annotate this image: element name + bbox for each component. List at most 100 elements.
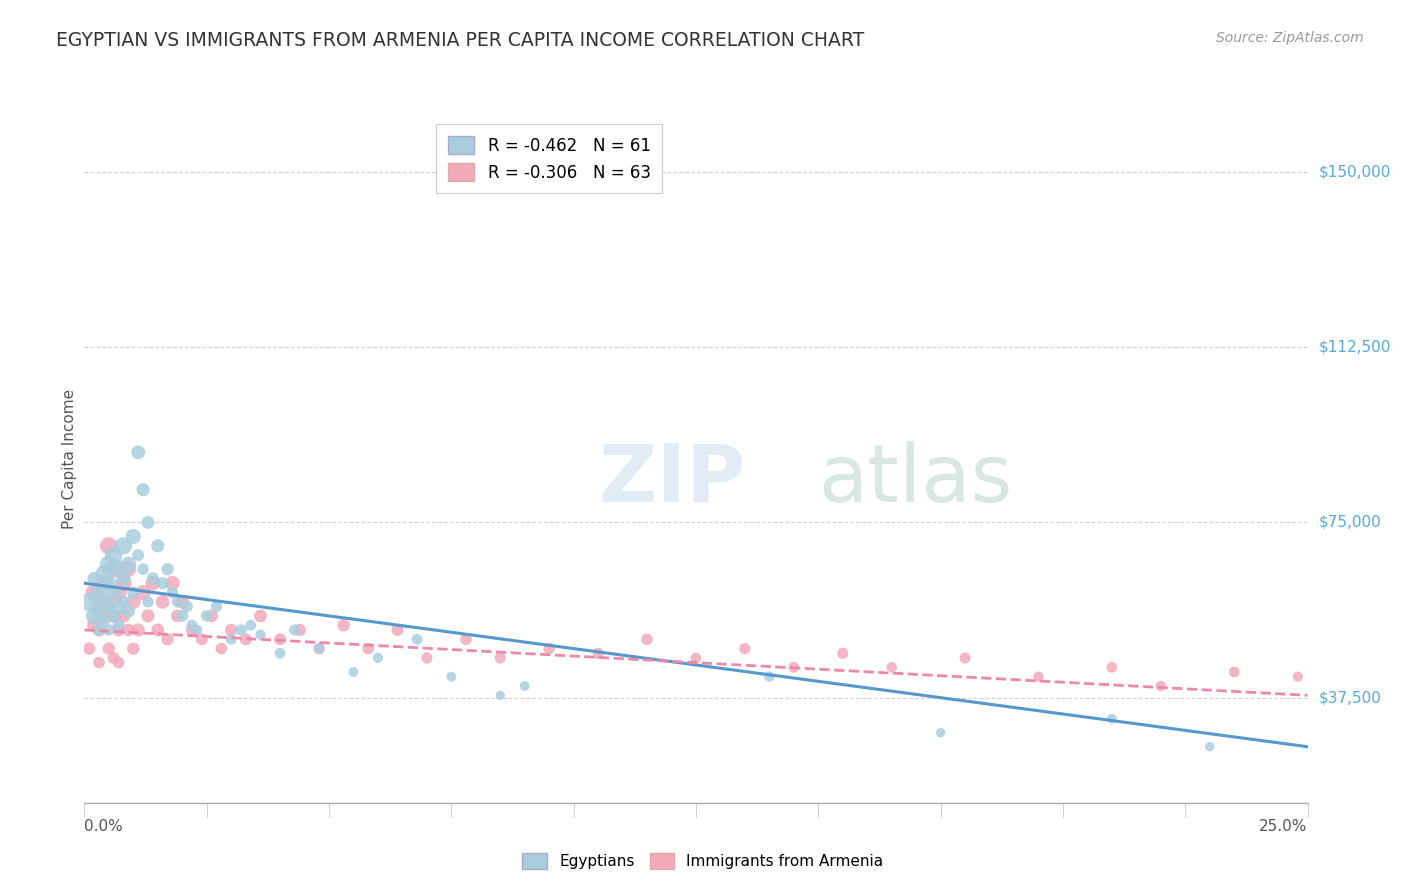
Point bbox=[176, 599, 198, 614]
Point bbox=[77, 641, 100, 656]
Point bbox=[97, 539, 120, 553]
Point bbox=[122, 595, 145, 609]
Point bbox=[181, 618, 204, 632]
Point bbox=[112, 576, 135, 591]
Point bbox=[308, 641, 330, 656]
Point bbox=[440, 670, 463, 684]
Point bbox=[112, 539, 135, 553]
Point bbox=[142, 576, 165, 591]
Point bbox=[152, 595, 174, 609]
Point bbox=[97, 576, 120, 591]
Point bbox=[93, 576, 115, 591]
Text: $37,500: $37,500 bbox=[1319, 690, 1382, 706]
Point bbox=[132, 585, 155, 599]
Point bbox=[107, 599, 129, 614]
Point bbox=[107, 562, 129, 576]
Point bbox=[77, 595, 100, 609]
Point bbox=[107, 623, 129, 637]
Text: ZIP: ZIP bbox=[598, 441, 745, 519]
Point bbox=[146, 539, 169, 553]
Point bbox=[342, 665, 364, 679]
Point bbox=[489, 689, 512, 703]
Point bbox=[136, 608, 159, 623]
Point bbox=[112, 595, 135, 609]
Point bbox=[387, 623, 409, 637]
Point bbox=[783, 660, 806, 674]
Point bbox=[97, 595, 120, 609]
Point bbox=[685, 651, 707, 665]
Point bbox=[107, 585, 129, 599]
Text: EGYPTIAN VS IMMIGRANTS FROM ARMENIA PER CAPITA INCOME CORRELATION CHART: EGYPTIAN VS IMMIGRANTS FROM ARMENIA PER … bbox=[56, 31, 865, 50]
Point bbox=[284, 623, 307, 637]
Point bbox=[103, 608, 125, 623]
Point bbox=[929, 725, 952, 739]
Point bbox=[83, 618, 105, 632]
Point bbox=[136, 595, 159, 609]
Point bbox=[288, 623, 311, 637]
Point bbox=[489, 651, 512, 665]
Point bbox=[122, 641, 145, 656]
Point bbox=[357, 641, 380, 656]
Y-axis label: Per Capita Income: Per Capita Income bbox=[62, 389, 77, 530]
Text: Source: ZipAtlas.com: Source: ZipAtlas.com bbox=[1216, 31, 1364, 45]
Point bbox=[83, 572, 105, 586]
Point bbox=[142, 572, 165, 586]
Point bbox=[172, 608, 194, 623]
Point bbox=[1150, 679, 1173, 693]
Point bbox=[191, 632, 214, 647]
Text: 25.0%: 25.0% bbox=[1260, 819, 1308, 834]
Point bbox=[107, 656, 129, 670]
Text: $112,500: $112,500 bbox=[1319, 340, 1391, 355]
Point bbox=[127, 445, 149, 459]
Point bbox=[93, 608, 115, 623]
Point bbox=[87, 623, 110, 637]
Point bbox=[122, 529, 145, 543]
Point bbox=[103, 548, 125, 562]
Point bbox=[953, 651, 976, 665]
Point bbox=[1223, 665, 1246, 679]
Point bbox=[181, 623, 204, 637]
Point bbox=[156, 562, 179, 576]
Point bbox=[93, 566, 115, 581]
Legend: Egyptians, Immigrants from Armenia: Egyptians, Immigrants from Armenia bbox=[516, 847, 890, 875]
Point bbox=[103, 651, 125, 665]
Point bbox=[186, 623, 208, 637]
Point bbox=[880, 660, 903, 674]
Point bbox=[87, 595, 110, 609]
Point bbox=[454, 632, 477, 647]
Point bbox=[97, 623, 120, 637]
Point bbox=[117, 604, 139, 618]
Point bbox=[93, 595, 115, 609]
Point bbox=[219, 623, 242, 637]
Point bbox=[117, 562, 139, 576]
Text: 0.0%: 0.0% bbox=[84, 819, 124, 834]
Point bbox=[152, 576, 174, 591]
Point bbox=[239, 618, 262, 632]
Point bbox=[308, 641, 330, 656]
Point bbox=[83, 608, 105, 623]
Point bbox=[538, 641, 561, 656]
Point bbox=[195, 608, 218, 623]
Point bbox=[87, 604, 110, 618]
Point bbox=[117, 623, 139, 637]
Point bbox=[87, 656, 110, 670]
Point bbox=[127, 623, 149, 637]
Point bbox=[122, 585, 145, 599]
Point bbox=[83, 585, 105, 599]
Point bbox=[166, 608, 188, 623]
Point bbox=[406, 632, 429, 647]
Point bbox=[112, 572, 135, 586]
Point bbox=[586, 646, 609, 660]
Point bbox=[166, 595, 188, 609]
Point bbox=[367, 651, 389, 665]
Point bbox=[249, 608, 271, 623]
Point bbox=[97, 599, 120, 614]
Point bbox=[219, 632, 242, 647]
Point bbox=[146, 623, 169, 637]
Point bbox=[87, 585, 110, 599]
Point bbox=[416, 651, 439, 665]
Point bbox=[513, 679, 536, 693]
Text: atlas: atlas bbox=[818, 441, 1012, 519]
Point bbox=[1198, 739, 1220, 754]
Point bbox=[162, 585, 184, 599]
